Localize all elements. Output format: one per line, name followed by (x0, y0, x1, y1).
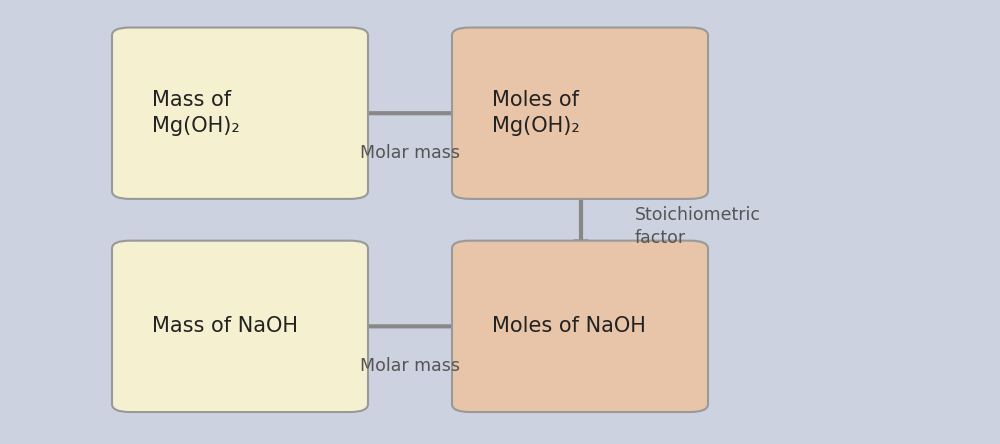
FancyBboxPatch shape (112, 28, 368, 199)
Text: Moles of
Mg(OH)₂: Moles of Mg(OH)₂ (492, 90, 580, 136)
FancyBboxPatch shape (452, 28, 708, 199)
Text: Moles of NaOH: Moles of NaOH (492, 316, 646, 337)
FancyBboxPatch shape (452, 241, 708, 412)
Text: Stoichiometric
factor: Stoichiometric factor (635, 206, 761, 247)
FancyBboxPatch shape (112, 241, 368, 412)
Text: Molar mass: Molar mass (360, 144, 460, 162)
Text: Mass of NaOH: Mass of NaOH (152, 316, 298, 337)
Text: Molar mass: Molar mass (360, 357, 460, 375)
Text: Mass of
Mg(OH)₂: Mass of Mg(OH)₂ (152, 90, 240, 136)
